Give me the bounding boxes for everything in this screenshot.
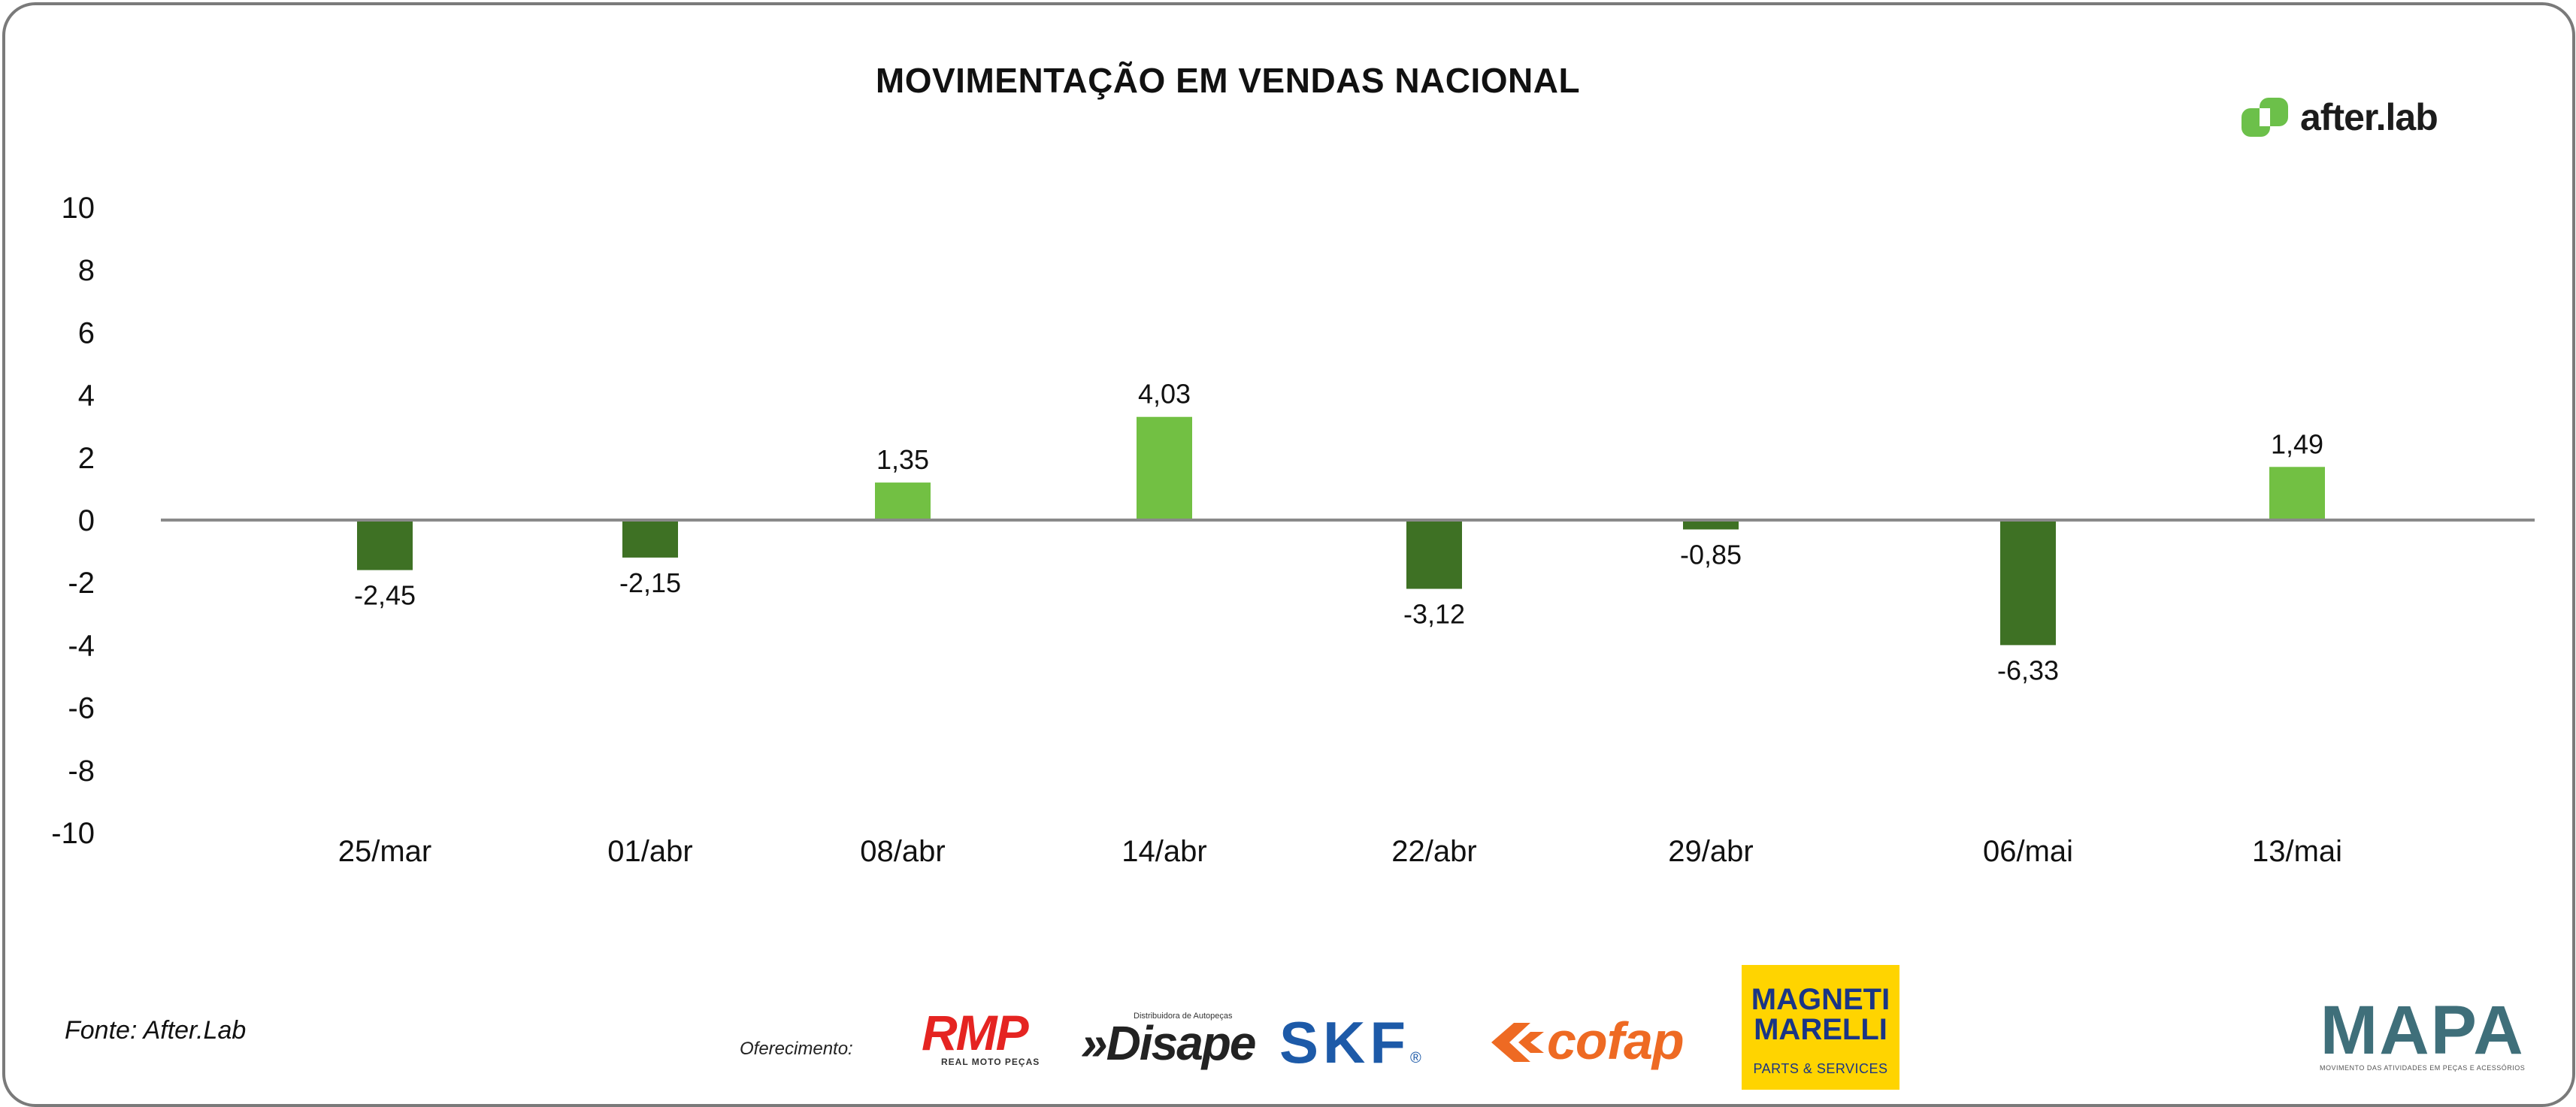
y-tick-label: 10 — [62, 192, 95, 225]
x-tick-label: 25/mar — [338, 835, 432, 868]
rmp-logo: RMP REAL MOTO PEÇAS — [922, 1005, 1040, 1067]
bar-08/abr — [875, 482, 931, 520]
y-tick-label: -10 — [51, 817, 95, 850]
bar-13/mai — [2269, 467, 2325, 520]
bar-14/abr — [1137, 416, 1192, 520]
skf-registered-mark: ® — [1410, 1050, 1421, 1066]
bar-25/mar — [357, 520, 413, 570]
x-tick-label: 08/abr — [860, 835, 945, 868]
data-labels-group: -2,45 -2,15 1,35 4,03 -3,12 -0,85 -6,33 1,49 — [354, 379, 2323, 686]
magneti-marelli-subtitle: PARTS & SERVICES — [1753, 1061, 1888, 1076]
mapa-logo: MAPA MOVIMENTO DAS ATIVIDADES EM PEÇAS E… — [2320, 992, 2526, 1072]
data-label: -2,15 — [619, 567, 681, 598]
y-tick-label: 2 — [78, 442, 95, 475]
bar-chart: 10 8 6 4 2 0 -2 -4 -6 -8 -10 -2,45 -2,15 1,35 4,03 -3,… — [51, 192, 2535, 868]
y-tick-label: 0 — [78, 504, 95, 537]
magneti-marelli-line2: MARELLI — [1754, 1013, 1887, 1046]
x-tick-label: 29/abr — [1668, 835, 1753, 868]
bar-06/mai — [2000, 520, 2056, 646]
data-label: -0,85 — [1680, 539, 1742, 570]
after-lab-wordmark: after.lab — [2300, 96, 2438, 138]
rmp-logo-text: RMP — [922, 1005, 1029, 1060]
data-label: 1,35 — [876, 444, 929, 475]
magneti-marelli-line1: MAGNETI — [1751, 983, 1890, 1016]
y-tick-label: 6 — [78, 316, 95, 349]
magneti-marelli-logo: MAGNETI MARELLI PARTS & SERVICES — [1742, 965, 1899, 1090]
y-axis: 10 8 6 4 2 0 -2 -4 -6 -8 -10 — [51, 192, 95, 850]
skf-logo-text: SKF — [1279, 1009, 1410, 1075]
x-tick-label: 22/abr — [1391, 835, 1476, 868]
skf-logo: SKF® — [1279, 1013, 1421, 1086]
y-tick-label: -4 — [68, 629, 95, 662]
disape-logo: Distribuidora de Autopeças »Disape — [1081, 1012, 1256, 1070]
y-tick-label: -6 — [68, 692, 95, 725]
bars-group — [357, 416, 2325, 646]
data-label: 1,49 — [2271, 428, 2323, 459]
x-tick-label: 01/abr — [607, 835, 692, 868]
after-lab-brand: after.lab — [2240, 95, 2438, 140]
bar-01/abr — [622, 520, 678, 558]
y-tick-label: 8 — [78, 254, 95, 287]
data-label: -2,45 — [354, 580, 416, 611]
data-label: -6,33 — [1997, 655, 2059, 685]
cofap-x-icon — [1491, 1023, 1544, 1062]
x-tick-label: 06/mai — [1983, 835, 2073, 868]
cofap-logo: cofap — [1488, 1012, 1685, 1070]
mapa-logo-text: MAPA — [2320, 992, 2525, 1069]
y-tick-label: -8 — [68, 755, 95, 788]
x-tick-label: 13/mai — [2252, 835, 2342, 868]
data-label: 4,03 — [1138, 379, 1191, 410]
chart-title: MOVIMENTAÇÃO EM VENDAS NACIONAL — [875, 61, 1581, 100]
bar-29/abr — [1683, 520, 1739, 530]
y-tick-label: -2 — [68, 567, 95, 600]
x-tick-label: 14/abr — [1122, 835, 1206, 868]
rmp-logo-subtitle: REAL MOTO PEÇAS — [941, 1057, 1040, 1067]
source-note: Fonte: After.Lab — [65, 1016, 247, 1045]
disape-logo-text: »Disape — [1081, 1016, 1256, 1070]
y-tick-label: 4 — [78, 380, 95, 413]
data-label: -3,12 — [1403, 599, 1465, 630]
bar-22/abr — [1406, 520, 1462, 589]
cofap-logo-text: cofap — [1547, 1012, 1685, 1070]
disape-logo-subtitle: Distribuidora de Autopeças — [1134, 1012, 1233, 1021]
x-axis: 25/mar 01/abr 08/abr 14/abr 22/abr 29/abr 06/m… — [338, 835, 2342, 868]
mapa-logo-subtitle: MOVIMENTO DAS ATIVIDADES EM PEÇAS E ACES… — [2320, 1064, 2526, 1072]
after-lab-logo-icon — [2242, 98, 2288, 137]
sponsors-label: Oferecimento: — [740, 1039, 853, 1059]
